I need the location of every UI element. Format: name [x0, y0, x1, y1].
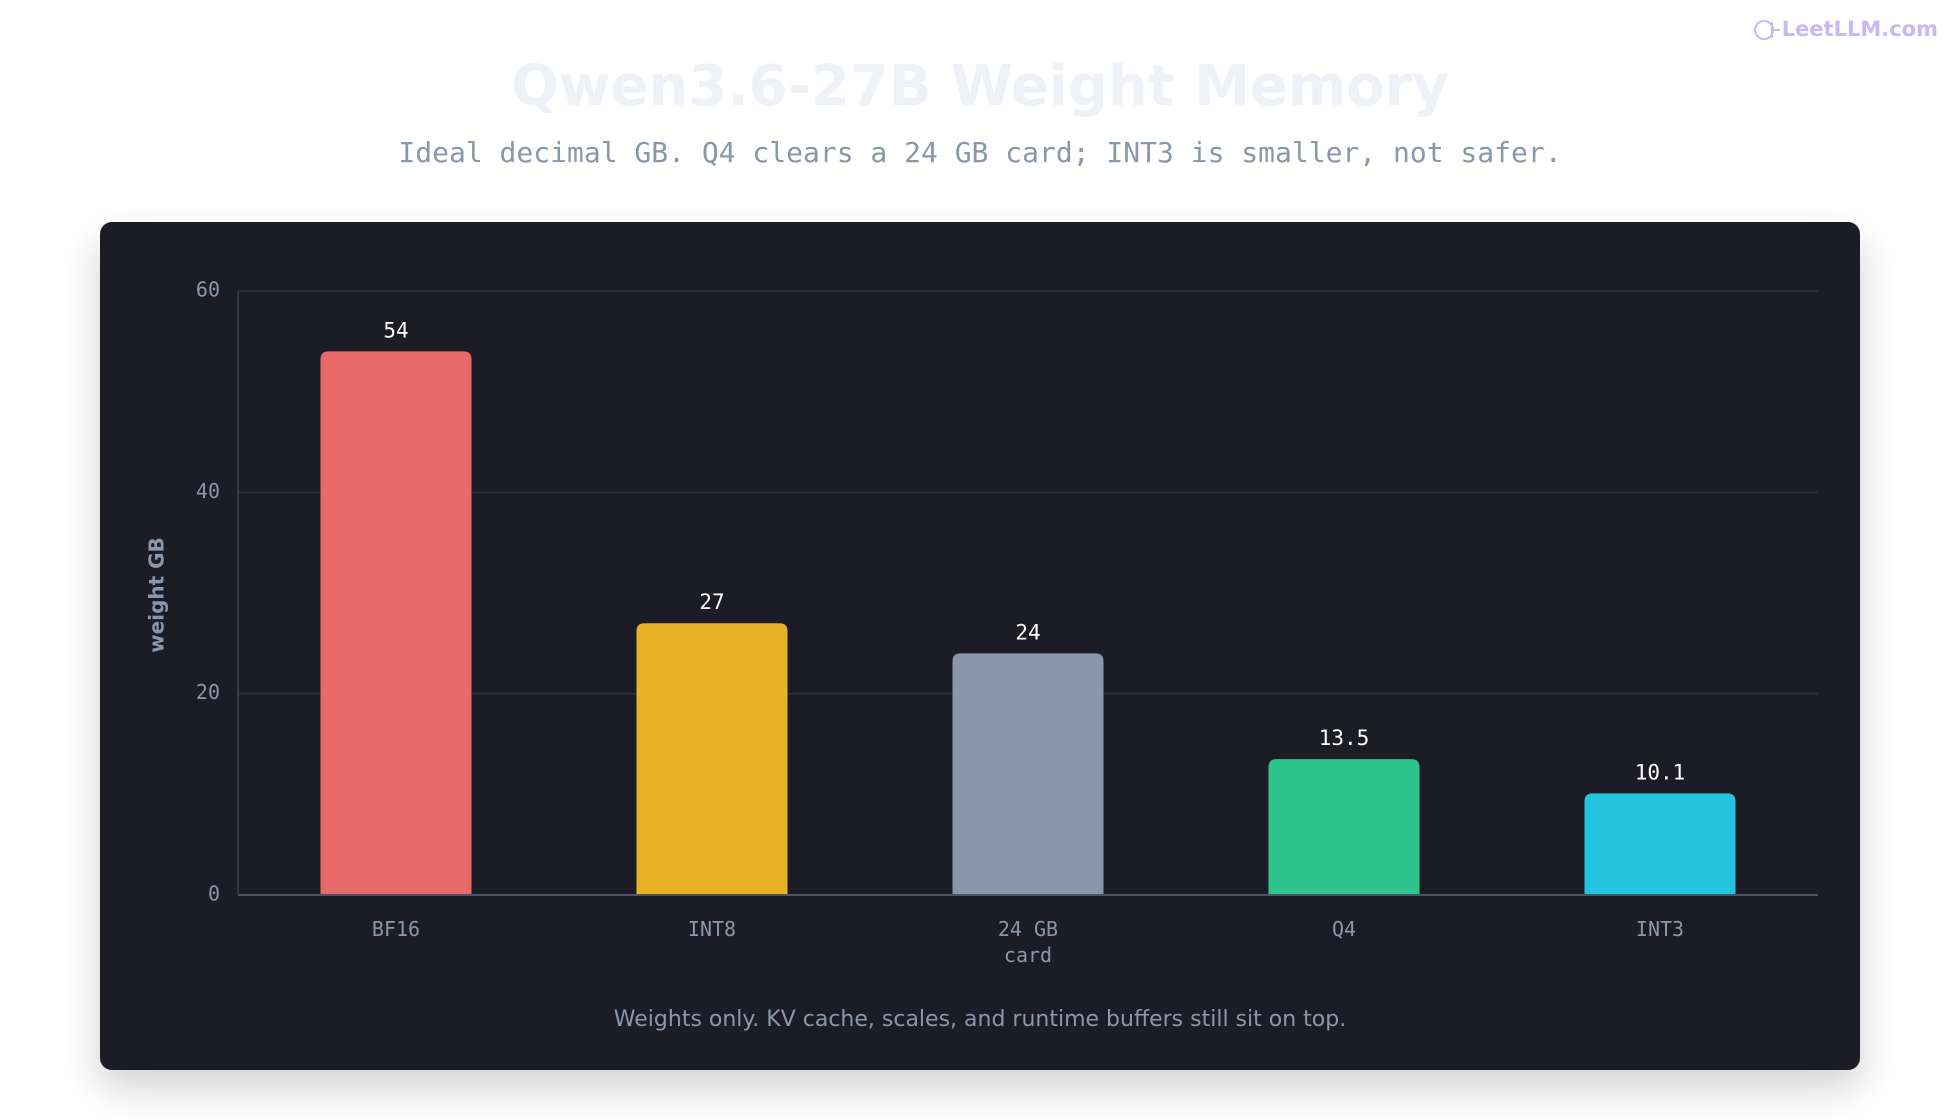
y-axis-label: weight GB [145, 537, 169, 653]
bar [320, 351, 472, 895]
y-tick-label: 20 [196, 680, 220, 704]
bar [1268, 759, 1420, 895]
bar [636, 623, 788, 895]
data-label: 13.5 [1319, 726, 1370, 750]
x-tick-label: 24 GB card [997, 917, 1059, 967]
data-label: 27 [699, 590, 724, 614]
data-label: 10.1 [1635, 760, 1686, 784]
chart-title: Qwen3.6-27B Weight Memory [511, 54, 1449, 119]
chart-note: Weights only. KV cache, scales, and runt… [614, 1007, 1346, 1032]
data-label: 24 [1015, 620, 1040, 644]
data-label: 54 [383, 318, 408, 342]
y-tick-label: 40 [196, 479, 220, 503]
watermark: LeetLLM.com [1782, 17, 1938, 41]
logo-icon [1754, 20, 1780, 40]
x-tick-label: Q4 [1331, 917, 1357, 941]
y-tick-label: 60 [196, 278, 220, 302]
bar [1584, 793, 1736, 895]
x-tick-label: INT3 [1635, 917, 1685, 941]
y-tick-label: 0 [208, 882, 220, 906]
bar [952, 653, 1104, 895]
x-tick-label: INT8 [687, 917, 737, 941]
chart-subtitle: Ideal decimal GB. Q4 clears a 24 GB card… [398, 136, 1561, 169]
x-tick-label: BF16 [371, 917, 421, 941]
